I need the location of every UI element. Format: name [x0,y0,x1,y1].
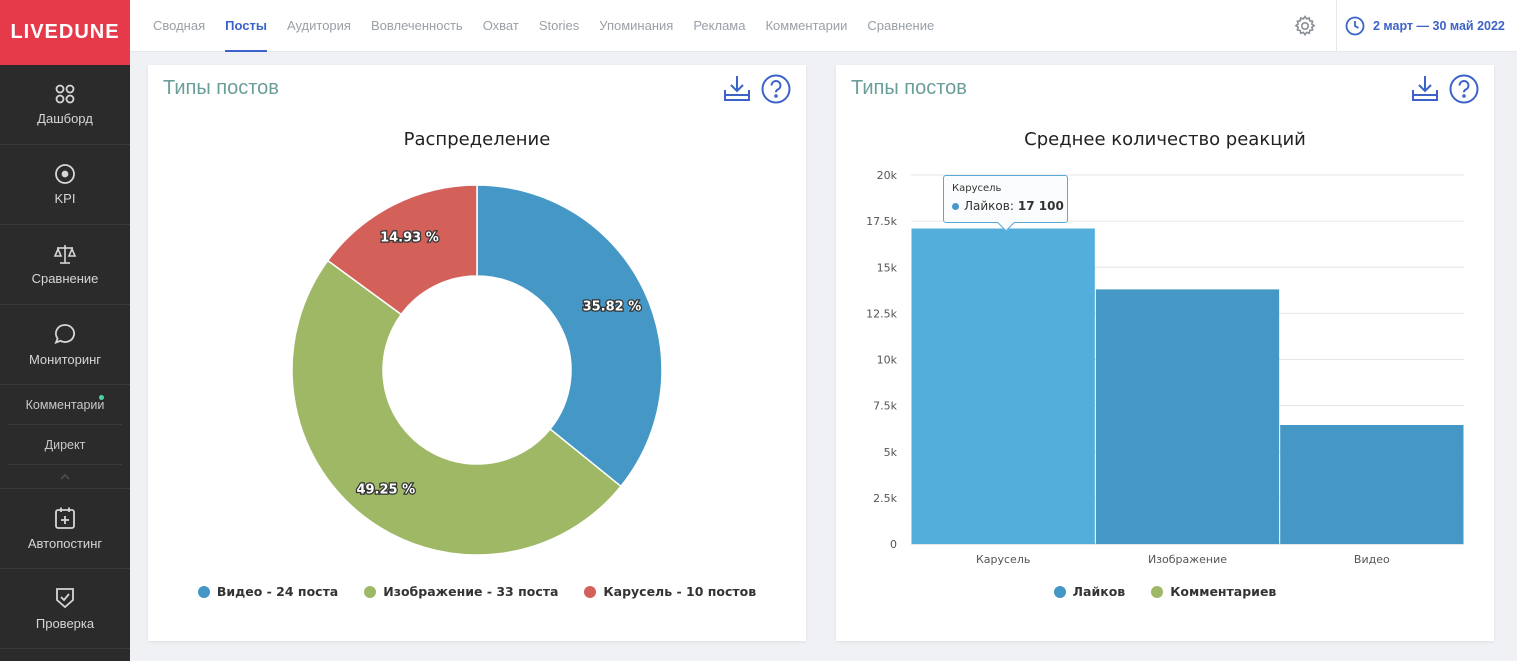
sidebar-item-label: Дашборд [37,111,93,126]
tab-item[interactable]: Stories [538,18,580,33]
y-tick-label: 20k [877,169,898,182]
legend-swatch [364,585,377,598]
sidebar-subitem-label: Директ [44,437,86,452]
sidebar-item-label: Проверка [35,616,95,631]
legend-label: Лайков [1072,584,1126,599]
tooltip-category: Карусель [952,183,1002,194]
legend-swatch [1053,585,1066,598]
legend-swatch [1151,585,1164,598]
chart-title: Распределение [403,129,551,150]
y-tick-label: 0 [890,538,897,551]
post-types-reactions-card: Типы постов Среднее количество реакций 0… [836,65,1494,641]
chart-legend: Лайков Комментариев [836,584,1494,599]
date-range-picker[interactable]: 2 март — 30 май 2022 [1336,0,1517,52]
chevron-up-icon [60,473,70,479]
notification-dot [99,395,104,400]
bar[interactable] [911,228,1095,544]
sidebar-item-kpi[interactable]: KPI [0,145,130,225]
y-tick-label: 2.5k [873,492,897,505]
legend-item[interactable]: Лайков [1053,584,1126,599]
slice-label: 14.93 % [380,231,439,246]
chart-tooltip: Карусель Лайков: 17 100 [943,175,1068,232]
bar-chart: 0 2.5k 5k 7.5k 10k 12.5k 15k 17.5k 20k Карусель Из… [866,169,1464,566]
sidebar: LIVEDUNE Дашборд KPI Сравнение Мониторин… [0,0,130,661]
y-tick-label: 17.5k [866,215,897,228]
sidebar-item-dashboard[interactable]: Дашборд [0,65,130,145]
post-types-distribution-card: Типы постов Распределение 35.82 % 49.25 %… [148,65,806,641]
chat-bubble-icon [54,324,76,345]
donut-slice[interactable] [291,259,622,556]
legend-item[interactable]: Видео - 24 поста [197,584,339,599]
y-tick-label: 15k [877,261,898,274]
donut-slice[interactable] [326,184,478,316]
calendar-plus-icon [55,507,75,529]
donut-chart: 35.82 % 49.25 % 14.93 % [291,184,663,556]
legend-swatch [584,585,597,598]
help-icon[interactable] [1448,73,1480,105]
card-title: Типы постов [851,77,967,99]
sidebar-item-label: Сравнение [31,271,99,286]
y-tick-label: 12.5k [866,307,897,320]
sidebar-item-check[interactable]: Проверка [0,569,130,649]
shield-check-icon [56,588,74,609]
download-icon[interactable] [722,73,752,105]
sidebar-item-label: KPI [54,191,76,206]
tab-item[interactable]: Посты [215,0,277,52]
date-range-label: 2 март — 30 май 2022 [1373,19,1505,33]
tooltip-series: Лайков: [964,199,1014,213]
logo[interactable]: LIVEDUNE [0,0,130,65]
sidebar-collapse-toggle[interactable] [0,465,130,489]
donut-slice[interactable] [476,184,663,488]
sidebar-item-autoposting[interactable]: Автопостинг [0,489,130,569]
bar[interactable] [1280,424,1464,544]
sidebar-subitem-label: Комментарии [25,397,105,412]
tab-bar: Сводная Посты Аудитория Вовлеченность Охват S… [143,0,944,52]
tooltip-value: 17 100 [1017,199,1064,213]
download-icon[interactable] [1410,73,1440,105]
tab-item[interactable]: Упоминания [599,18,674,33]
sidebar-subitem-direct[interactable]: Директ [8,425,122,465]
tab-item[interactable]: Аудитория [286,18,351,33]
tooltip-row: Лайков: 17 100 [952,199,1064,213]
help-icon[interactable] [760,73,792,105]
chart-legend: Видео - 24 поста Изображение - 33 поста Ка… [148,584,806,599]
y-tick-label: 10k [877,354,898,367]
x-tick-label: Изображение [1148,553,1227,566]
slice-label: 35.82 % [583,300,642,315]
tab-item[interactable]: Охват [482,18,519,33]
tooltip-series-dot [952,202,959,210]
legend-item[interactable]: Изображение - 33 поста [364,584,558,599]
y-tick-label: 7.5k [873,400,897,413]
sidebar-item-monitoring[interactable]: Мониторинг [0,305,130,385]
legend-item[interactable]: Комментариев [1151,584,1276,599]
tab-item[interactable]: Сводная [153,18,206,33]
dashboard-icon [55,84,75,104]
top-nav: Сводная Посты Аудитория Вовлеченность Охват S… [130,0,1517,52]
bar[interactable] [1095,289,1280,544]
legend-label: Видео - 24 поста [216,584,339,599]
gear-icon[interactable] [1293,14,1317,38]
legend-swatch [197,585,210,598]
sidebar-item-label: Автопостинг [27,536,103,551]
y-tick-label: 5k [884,446,898,459]
tab-item[interactable]: Вовлеченность [370,18,463,33]
legend-label: Комментариев [1170,584,1277,599]
tab-item[interactable]: Реклама [693,18,746,33]
legend-label: Изображение - 33 поста [383,584,559,599]
x-tick-label: Видео [1354,553,1390,566]
card-title: Типы постов [163,77,279,99]
scales-icon [53,245,77,264]
tab-item[interactable]: Комментарии [765,18,848,33]
target-icon [55,164,75,184]
legend-item[interactable]: Карусель - 10 постов [584,584,756,599]
slice-label: 49.25 % [356,482,415,497]
clock-icon [1345,16,1365,36]
tab-item[interactable]: Сравнение [867,18,935,33]
x-tick-label: Карусель [976,553,1030,566]
chart-title: Среднее количество реакций [1024,129,1306,150]
sidebar-item-label: Мониторинг [28,352,102,367]
legend-label: Карусель - 10 постов [603,584,757,599]
sidebar-item-comparison[interactable]: Сравнение [0,225,130,305]
sidebar-subitem-comments[interactable]: Комментарии [8,385,122,425]
